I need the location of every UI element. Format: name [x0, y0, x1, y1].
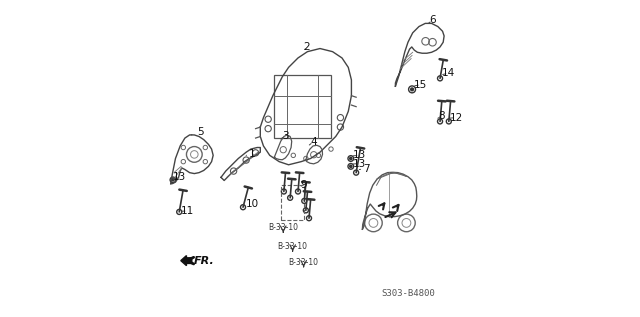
Text: B-33-10: B-33-10 [268, 223, 298, 232]
Text: B-33-10: B-33-10 [278, 242, 308, 251]
Circle shape [349, 165, 352, 167]
Text: 11: 11 [181, 206, 195, 216]
Text: 2: 2 [303, 42, 310, 52]
Text: 12: 12 [449, 113, 463, 123]
Text: FR.: FR. [194, 256, 214, 266]
Text: B-33-10: B-33-10 [289, 258, 319, 267]
Text: 9: 9 [301, 180, 307, 190]
Text: 13: 13 [173, 172, 186, 182]
Text: 14: 14 [442, 68, 455, 78]
Text: 13: 13 [353, 158, 366, 169]
Circle shape [411, 88, 413, 91]
Text: S303-B4800: S303-B4800 [381, 289, 435, 298]
Text: 5: 5 [191, 127, 204, 138]
Text: 7: 7 [359, 164, 370, 173]
Text: 4: 4 [309, 137, 317, 147]
Text: 6: 6 [428, 15, 436, 25]
Circle shape [172, 179, 174, 181]
Text: 10: 10 [243, 199, 259, 209]
Text: 13: 13 [353, 150, 366, 160]
Circle shape [349, 157, 352, 160]
Text: 15: 15 [414, 80, 428, 90]
Text: 3: 3 [281, 131, 288, 141]
Text: 1: 1 [246, 149, 256, 159]
FancyArrow shape [180, 256, 192, 266]
Text: 8: 8 [438, 111, 445, 121]
